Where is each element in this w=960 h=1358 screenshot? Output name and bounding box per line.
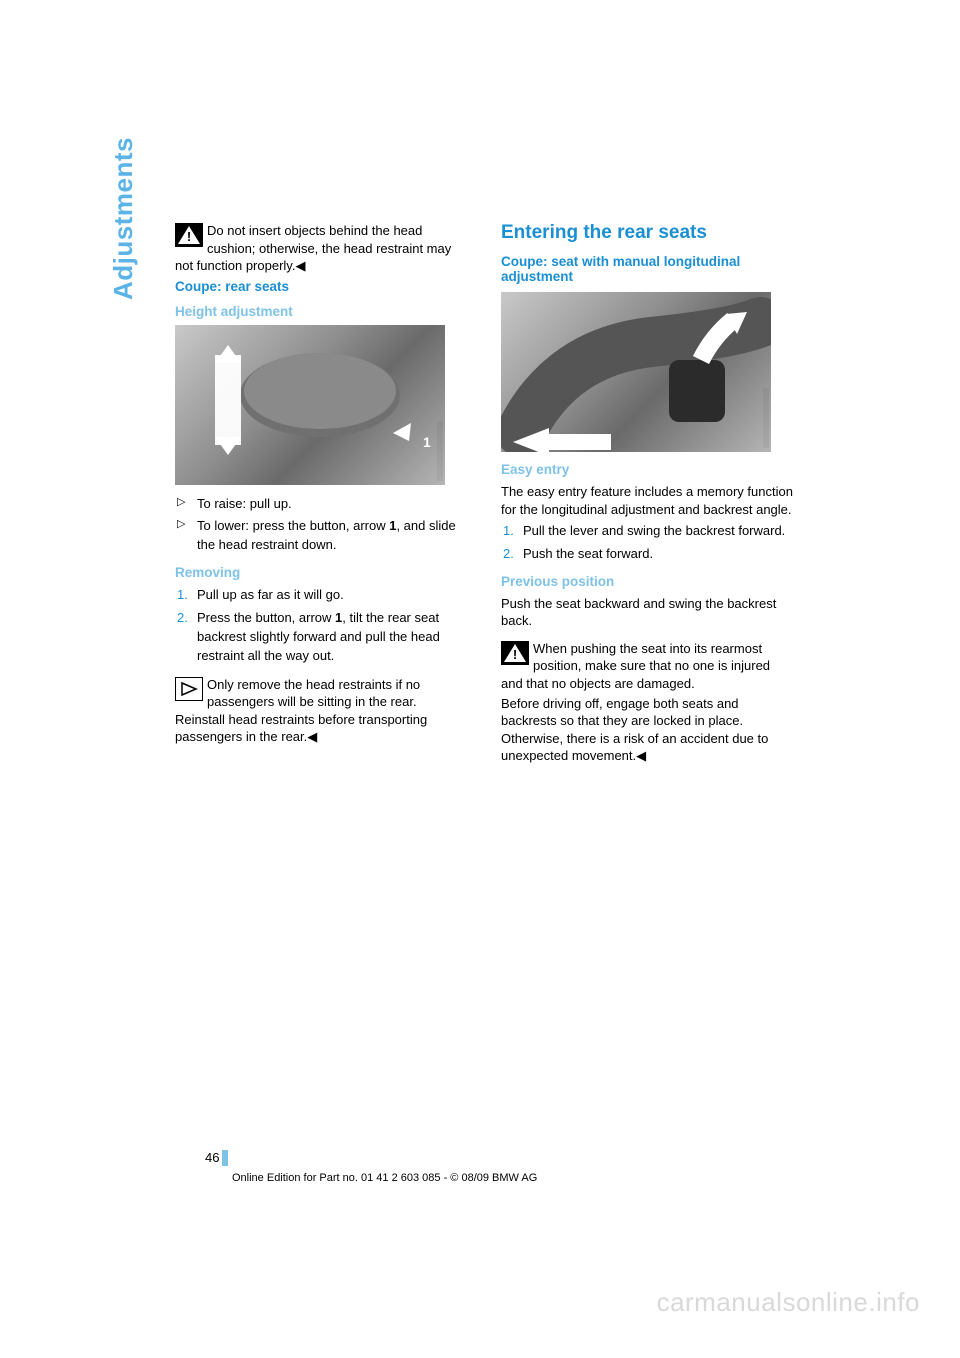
heading-removing: Removing [175, 565, 469, 580]
warning-text: Do not insert objects behind the head cu… [175, 223, 451, 273]
height-bullets: To raise: pull up. To lower: press the b… [175, 495, 469, 556]
content-columns: ! Do not insert objects behind the head … [175, 222, 795, 765]
note-text: Only remove the head restraints if no pa… [175, 677, 427, 745]
warning-block-2: ! When pushing the seat into its rearmos… [501, 640, 795, 693]
section-label: Adjustments [108, 137, 139, 300]
easy-entry-step-2: 2.Push the seat forward. [501, 545, 795, 564]
heading-entering-rear-seats: Entering the rear seats [501, 222, 795, 244]
easy-entry-steps: 1.Pull the lever and swing the backrest … [501, 522, 795, 564]
heading-height-adjustment: Height adjustment [175, 304, 469, 319]
manual-page: Adjustments ! Do not insert objects behi… [0, 0, 960, 1358]
warning-icon: ! [175, 223, 203, 247]
removing-step-1: 1.Pull up as far as it will go. [175, 586, 469, 605]
watermark: carmanualsonline.info [657, 1287, 920, 1318]
page-number-bar [222, 1150, 228, 1166]
easy-entry-paragraph: The easy entry feature includes a memory… [501, 483, 795, 518]
easy-entry-step-1: 1.Pull the lever and swing the backrest … [501, 522, 795, 541]
removing-step-2: 2. Press the button, arrow 1, tilt the r… [175, 609, 469, 666]
svg-text:!: ! [187, 229, 191, 244]
svg-text:!: ! [513, 647, 517, 662]
note-block: Only remove the head restraints if no pa… [175, 676, 469, 746]
heading-coupe-rear-seats: Coupe: rear seats [175, 279, 469, 294]
note-icon [175, 677, 203, 701]
warning-2-continued: Before driving off, engage both seats an… [501, 695, 795, 765]
footer-edition-line: Online Edition for Part no. 01 41 2 603 … [232, 1172, 537, 1184]
left-column: ! Do not insert objects behind the head … [175, 222, 469, 765]
heading-previous-position: Previous position [501, 574, 795, 589]
page-number: 46 [205, 1150, 219, 1165]
warning-block: ! Do not insert objects behind the head … [175, 222, 469, 275]
bullet-raise: To raise: pull up. [175, 495, 469, 514]
warning-icon: ! [501, 641, 529, 665]
bullet-lower: To lower: press the button, arrow 1, and… [175, 517, 469, 555]
svg-text:1: 1 [423, 434, 431, 450]
right-column: Entering the rear seats Coupe: seat with… [501, 222, 795, 765]
heading-easy-entry: Easy entry [501, 462, 795, 477]
previous-position-paragraph: Push the seat backward and swing the bac… [501, 595, 795, 630]
figure-head-restraint: 1 [175, 325, 445, 485]
removing-steps: 1.Pull up as far as it will go. 2. Press… [175, 586, 469, 665]
heading-coupe-manual: Coupe: seat with manual longitudinal adj… [501, 254, 795, 284]
warning-2-text: When pushing the seat into its rearmost … [501, 641, 770, 691]
figure-easy-entry [501, 292, 771, 452]
